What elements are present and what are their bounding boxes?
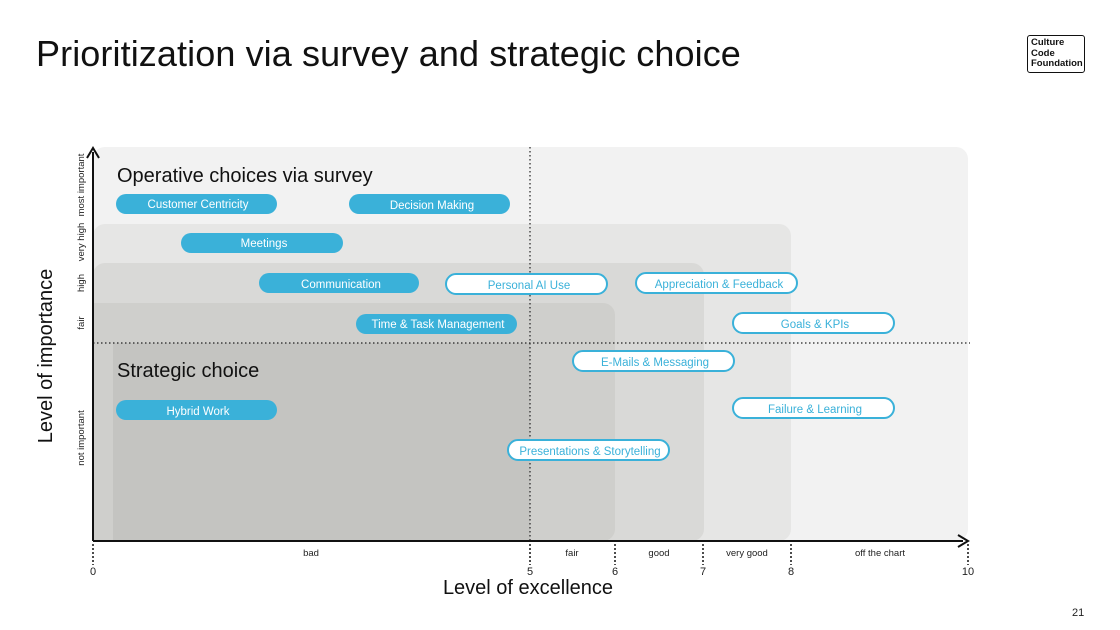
pill-label: Communication	[301, 279, 381, 291]
y-band-label: very high	[76, 223, 87, 262]
x-tick-label: 7	[700, 566, 706, 578]
pill-failure-learning: Failure & Learning	[732, 397, 895, 419]
x-tick-label: 10	[962, 566, 974, 578]
pill-emails-messaging: E-Mails & Messaging	[572, 350, 735, 372]
pill-label: Goals & KPIs	[781, 319, 850, 331]
pill-meetings: Meetings	[181, 233, 343, 253]
pill-label: Hybrid Work	[166, 406, 229, 418]
pill-label: Meetings	[241, 238, 288, 250]
logo-line: Foundation	[1031, 58, 1083, 69]
pill-presentations-storytelling: Presentations & Storytelling	[507, 439, 670, 461]
x-band-label: bad	[303, 548, 319, 559]
x-tick-label: 8	[788, 566, 794, 578]
x-axis-arrow	[957, 534, 970, 548]
region-level-4-square-corner	[93, 303, 113, 541]
x-band-label: off the chart	[855, 548, 905, 559]
pill-label: Time & Task Management	[372, 319, 506, 331]
pill-label: Failure & Learning	[768, 404, 862, 416]
y-band-label: high	[76, 274, 87, 292]
pill-customer-centricity: Customer Centricity	[116, 194, 277, 214]
logo-line: Culture	[1031, 37, 1065, 48]
x-band-label: good	[648, 548, 669, 559]
pill-label: Decision Making	[390, 200, 474, 212]
pill-hybrid-work: Hybrid Work	[116, 400, 277, 420]
page-number: 21	[1072, 607, 1085, 619]
x-tick-label: 5	[527, 566, 533, 578]
strategic-region-label: Strategic choice	[117, 360, 259, 382]
culture-code-foundation-logo: Culture Code Foundation	[1027, 35, 1085, 73]
logo-line: Code	[1031, 47, 1055, 59]
strategic-region	[93, 343, 530, 541]
operative-region-label: Operative choices via survey	[117, 165, 373, 187]
y-band-label: not important	[76, 410, 87, 466]
y-axis-title: Level of importance	[35, 269, 57, 444]
x-tick-label: 6	[612, 566, 618, 578]
x-band-label: very good	[726, 548, 768, 559]
pill-time-task-management: Time & Task Management	[356, 314, 517, 334]
pill-communication: Communication	[259, 273, 419, 293]
y-band-label: most important	[76, 153, 87, 216]
pill-appreciation-feedback: Appreciation & Feedback	[635, 272, 798, 294]
x-band-label: fair	[565, 548, 578, 559]
x-tick-label: 0	[90, 566, 96, 578]
x-axis-title: Level of excellence	[443, 577, 613, 599]
pill-label: Presentations & Storytelling	[519, 446, 660, 458]
pill-personal-ai-use: Personal AI Use	[445, 273, 608, 295]
pill-label: Personal AI Use	[488, 280, 570, 292]
page-title: Prioritization via survey and strategic …	[36, 33, 741, 74]
pill-label: Appreciation & Feedback	[655, 279, 784, 291]
y-axis-arrow	[86, 146, 100, 159]
pill-label: E-Mails & Messaging	[601, 357, 709, 369]
y-band-label: fair	[76, 316, 87, 329]
pill-label: Customer Centricity	[148, 199, 249, 211]
pill-goals-kpis: Goals & KPIs	[732, 312, 895, 334]
pill-decision-making: Decision Making	[349, 194, 510, 214]
